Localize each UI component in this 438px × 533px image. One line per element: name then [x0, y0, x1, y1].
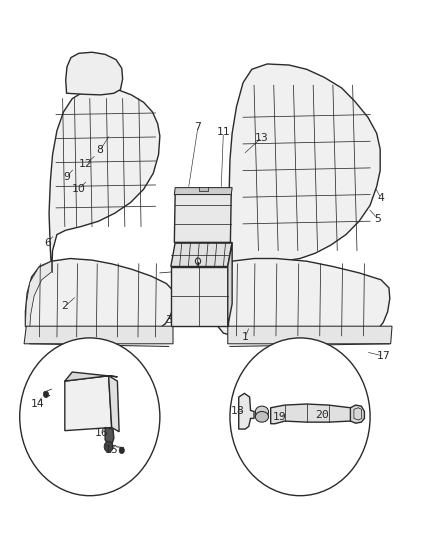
Polygon shape [24, 326, 173, 344]
Polygon shape [25, 261, 52, 328]
Polygon shape [65, 372, 117, 381]
Circle shape [119, 447, 124, 454]
Text: 11: 11 [216, 127, 230, 137]
Text: 6: 6 [44, 238, 51, 247]
Polygon shape [105, 427, 114, 445]
Polygon shape [271, 404, 359, 424]
Polygon shape [217, 259, 390, 342]
Polygon shape [174, 188, 232, 195]
Text: 10: 10 [72, 184, 86, 194]
Text: 1: 1 [242, 332, 249, 342]
Text: 13: 13 [255, 133, 269, 142]
Text: 5: 5 [374, 214, 381, 223]
Polygon shape [49, 87, 160, 272]
Text: 8: 8 [96, 146, 103, 155]
Polygon shape [174, 192, 231, 243]
Circle shape [104, 441, 113, 452]
Text: 9: 9 [63, 172, 70, 182]
Text: 18: 18 [230, 407, 244, 416]
Polygon shape [229, 64, 380, 266]
Text: 14: 14 [30, 399, 44, 409]
Ellipse shape [255, 406, 268, 417]
Text: 3: 3 [165, 315, 172, 325]
Polygon shape [228, 326, 392, 344]
Polygon shape [65, 376, 112, 431]
Ellipse shape [255, 411, 268, 422]
Polygon shape [171, 266, 228, 326]
Polygon shape [239, 393, 254, 429]
Text: 12: 12 [79, 159, 93, 169]
Polygon shape [228, 243, 232, 326]
Polygon shape [171, 243, 232, 266]
Text: 15: 15 [105, 446, 119, 455]
Bar [199, 187, 208, 191]
Polygon shape [350, 405, 364, 423]
Text: 19: 19 [272, 412, 286, 422]
Polygon shape [25, 259, 174, 342]
Polygon shape [217, 261, 232, 325]
Ellipse shape [230, 338, 370, 496]
Circle shape [43, 391, 49, 398]
Text: 20: 20 [315, 410, 329, 419]
Text: 4: 4 [378, 193, 385, 203]
Polygon shape [109, 376, 119, 432]
Polygon shape [66, 52, 123, 95]
Text: 2: 2 [61, 302, 68, 311]
Text: 17: 17 [376, 351, 390, 361]
Text: 16: 16 [95, 428, 109, 438]
Ellipse shape [20, 338, 160, 496]
Text: 7: 7 [194, 122, 201, 132]
